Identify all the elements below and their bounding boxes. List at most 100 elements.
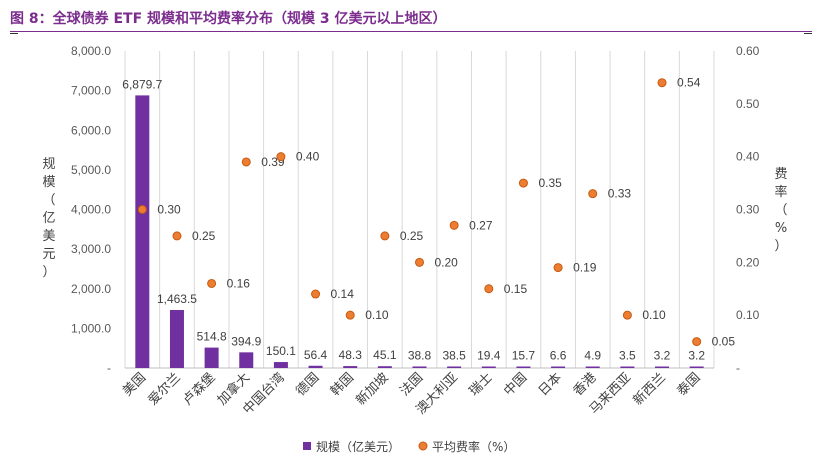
x-tick-label: 美国 (120, 370, 149, 399)
fee-data-label: 0.30 (157, 203, 181, 217)
bar (516, 366, 531, 368)
fee-data-label: 0.33 (608, 187, 632, 201)
bar-data-label: 514.8 (197, 330, 227, 344)
fee-point (657, 78, 667, 88)
bar (273, 362, 288, 368)
fee-data-label: 0.54 (677, 76, 701, 90)
y-right-tick-label: 0.60 (736, 44, 760, 58)
fee-point (518, 178, 528, 188)
fee-data-label: 0.16 (227, 276, 251, 290)
fee-data-label: 0.35 (538, 176, 562, 190)
bar-data-label: 45.1 (373, 348, 397, 362)
bar-data-label: 19.4 (477, 349, 501, 363)
x-tick-label: 卢森堡 (180, 370, 219, 409)
fee-data-label: 0.25 (400, 229, 424, 243)
bar (689, 366, 704, 368)
y-left-tick-label: 6,000.0 (71, 123, 111, 137)
fee-point (553, 263, 563, 273)
y-right-tick-label: 0.10 (736, 308, 760, 322)
fee-data-label: 0.19 (573, 261, 597, 275)
x-tick-label: 瑞士 (467, 370, 496, 399)
bar (135, 95, 150, 369)
bar-data-label: 6,879.7 (122, 77, 162, 91)
bar-data-label: 3.5 (619, 349, 636, 363)
y-right-tick-label: 0.40 (736, 150, 760, 164)
title-rule (10, 31, 812, 32)
bar (412, 366, 427, 368)
fee-data-label: 0.20 (435, 255, 459, 269)
fee-point (276, 152, 286, 162)
x-tick-label: 爱尔兰 (146, 370, 184, 408)
bar (585, 366, 600, 368)
y-right-tick-label: - (736, 361, 740, 375)
y-right-axis-title: 费率（%） (774, 167, 787, 254)
legend-bar-label: 规模（亿美元） (316, 439, 400, 454)
bar-data-label: 38.8 (408, 348, 432, 362)
bar-data-label: 3.2 (688, 349, 705, 363)
fee-point (588, 189, 598, 199)
fee-data-label: 0.05 (712, 335, 736, 349)
legend-bar-swatch (303, 442, 311, 450)
bar-data-label: 48.3 (339, 348, 363, 362)
bar-data-label: 394.9 (231, 334, 261, 348)
bar-data-label: 1,463.5 (157, 292, 197, 306)
y-left-tick-label: 3,000.0 (71, 242, 111, 256)
corner-mark-left (10, 33, 18, 34)
y-left-tick-label: 2,000.0 (71, 282, 111, 296)
bar (169, 310, 184, 368)
fee-data-label: 0.25 (192, 229, 216, 243)
bar-data-label: 150.1 (266, 344, 296, 358)
fee-data-label: 0.27 (469, 218, 493, 232)
fee-point (345, 310, 355, 320)
y-right-tick-label: 0.50 (736, 97, 760, 111)
y-left-tick-label: 4,000.0 (71, 203, 111, 217)
bar-data-label: 56.4 (304, 348, 328, 362)
fee-point (380, 231, 390, 241)
y-right-tick-label: 0.20 (736, 255, 760, 269)
y-left-tick-label: 1,000.0 (71, 321, 111, 335)
x-tick-label: 香港 (571, 370, 600, 399)
fee-point (311, 289, 321, 299)
fee-point (622, 310, 632, 320)
x-tick-label: 新加坡 (353, 370, 392, 409)
legend-fee-swatch (418, 441, 428, 451)
corner-mark-right (804, 33, 812, 34)
x-tick-label: 泰国 (675, 370, 704, 399)
fee-data-label: 0.10 (365, 308, 389, 322)
bar (204, 347, 219, 368)
y-right-tick-label: 0.30 (736, 203, 760, 217)
x-tick-label: 法国 (397, 370, 426, 399)
bar (343, 366, 358, 368)
x-tick-label: 中国 (501, 370, 530, 399)
bar (620, 366, 635, 368)
fee-point (241, 157, 251, 167)
fee-data-label: 0.40 (296, 150, 320, 164)
bar (447, 366, 462, 368)
y-left-tick-label: 7,000.0 (71, 84, 111, 98)
bar-data-label: 15.7 (512, 349, 536, 363)
bar-data-label: 38.5 (442, 348, 466, 362)
y-left-tick-label: 8,000.0 (71, 44, 111, 58)
fee-point (692, 337, 702, 347)
bar (481, 366, 496, 368)
fee-point (137, 205, 147, 214)
bar (655, 366, 670, 368)
x-tick-label: 韩国 (328, 370, 357, 399)
x-tick-label: 日本 (536, 370, 565, 399)
x-tick-label: 德国 (293, 370, 322, 399)
fee-data-label: 0.14 (331, 287, 355, 301)
fee-point (415, 257, 424, 267)
fee-data-label: 0.10 (642, 308, 666, 322)
y-left-tick-label: 5,000.0 (71, 163, 111, 177)
bar (551, 366, 566, 368)
bar (239, 352, 254, 368)
fee-data-label: 0.15 (504, 282, 528, 296)
fee-point (207, 278, 217, 288)
fee-point (449, 220, 459, 230)
bar-data-label: 4.9 (584, 349, 601, 363)
x-tick-label: 新西兰 (630, 370, 669, 409)
y-left-tick-label: - (107, 361, 111, 375)
bar-data-label: 6.6 (550, 349, 567, 363)
fee-point (484, 284, 494, 294)
